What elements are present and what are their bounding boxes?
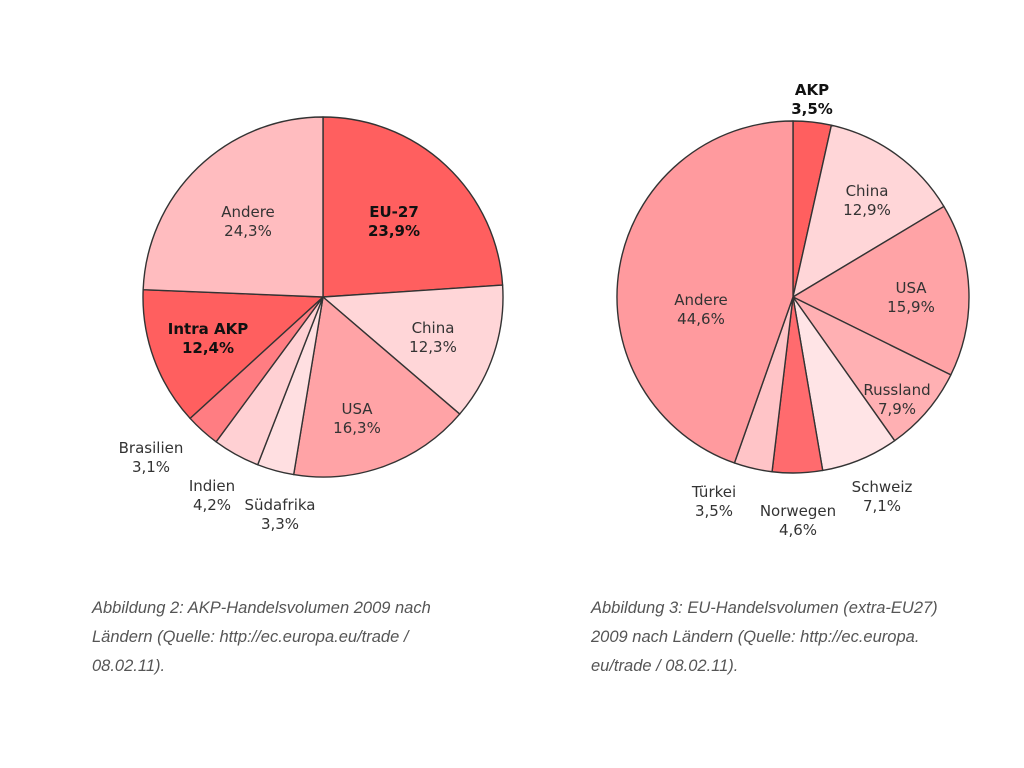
caption-line: eu/trade / 08.02.11). [591,657,739,675]
caption-line: Abbildung 2: AKP-Handelsvolumen 2009 nac… [92,599,431,617]
slice-label-name: Indien [189,477,235,495]
slice-label-value: 23,9% [368,222,420,240]
slice-label-name: Südafrika [245,496,316,514]
slice-label-name: Andere [221,203,275,221]
slice-label-value: 3,5% [791,100,833,118]
slice-label-name: Andere [674,291,728,309]
slice-label-name: EU-27 [369,203,419,221]
slice-label-value: 15,9% [887,298,935,316]
slice-label-name: Russland [863,381,930,399]
caption-line: Ländern (Quelle: http://ec.europa.eu/tra… [92,628,409,646]
pie-slice-andere [142,116,324,298]
pie-slice-usa [792,205,970,376]
slice-label-name: Brasilien [119,439,184,457]
slice-label-value: 12,4% [182,339,234,357]
caption-line: 08.02.11). [92,657,166,675]
slice-label-value: 3,1% [132,458,170,476]
slice-label-value: 44,6% [677,310,725,328]
slice-label-name: Norwegen [760,502,836,520]
slice-label-name: Türkei [691,483,736,501]
pie-slice-china [792,124,945,298]
figure-caption-left: Abbildung 2: AKP-Handelsvolumen 2009 nac… [92,594,512,681]
slice-label-name: USA [895,279,927,297]
slice-label-value: 3,5% [695,502,733,520]
pie-slice-eu-27 [322,116,504,298]
pie-slice-china [322,284,504,415]
slice-label-name: AKP [795,81,829,99]
slice-label-value: 7,1% [863,497,901,515]
slice-label-value: 7,9% [878,400,916,418]
slice-label-name: China [412,319,455,337]
slice-label-value: 12,3% [409,338,457,356]
slice-label-name: Intra AKP [168,320,248,338]
figure-caption-right: Abbildung 3: EU-Handelsvolumen (extra-EU… [591,594,1011,681]
slice-label-value: 12,9% [843,201,891,219]
slice-label-name: Schweiz [852,478,913,496]
slice-label-value: 24,3% [224,222,272,240]
caption-line: 2009 nach Ländern (Quelle: http://ec.eur… [591,628,920,646]
slice-label-value: 3,3% [261,515,299,533]
pie-slice-usa [292,296,461,478]
pie-slice-intra-akp [142,288,324,420]
caption-line: Abbildung 3: EU-Handelsvolumen (extra-EU… [591,599,938,617]
slice-label-name: China [846,182,889,200]
slice-label-value: 16,3% [333,419,381,437]
slice-label-name: USA [341,400,373,418]
pie-chart-eu-trade-volume: AKP3,5%China12,9%USA15,9%Russland7,9%Sch… [616,81,970,539]
slice-label-value: 4,2% [193,496,231,514]
pie-slice-andere [616,120,794,464]
slice-label-value: 4,6% [779,521,817,539]
